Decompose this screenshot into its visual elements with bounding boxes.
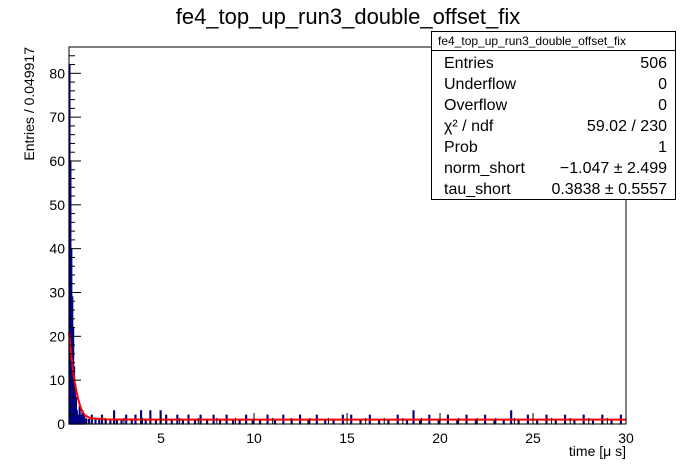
x-tick-label: 15 — [339, 430, 355, 446]
stats-row: Entries 506 — [444, 53, 667, 74]
chart-title: fe4_top_up_run3_double_offset_fix — [176, 4, 521, 29]
histogram-bin — [83, 414, 86, 425]
x-axis-label: time [μ s] — [569, 443, 626, 459]
x-tick-label: 10 — [246, 430, 262, 446]
x-tick-label: 25 — [525, 430, 541, 446]
histogram-bin — [87, 419, 91, 425]
stats-row-label: χ² / ndf — [444, 118, 494, 135]
histogram-bin — [94, 419, 97, 425]
histogram-bin — [98, 419, 101, 425]
stats-row-value: 59.02 / 230 — [586, 118, 667, 135]
histogram-bin — [412, 410, 415, 425]
y-tick-label: 70 — [49, 109, 65, 125]
stats-row-label: Overflow — [444, 97, 508, 114]
y-axis-label: Entries / 0.049917 — [21, 47, 37, 161]
x-axis-ticks: 5 10 15 20 25 30 — [86, 413, 634, 446]
histogram-bin — [149, 410, 152, 425]
stats-row-value: 0 — [658, 97, 667, 114]
stats-row: norm_short −1.047 ± 2.499 — [444, 158, 667, 179]
stats-row-label: norm_short — [444, 160, 525, 177]
stats-box-title: fe4_top_up_run3_double_offset_fix — [432, 32, 675, 51]
fit-curve — [68, 331, 626, 421]
y-tick-label: 0 — [57, 416, 65, 432]
stats-row: tau_short 0.3838 ± 0.5557 — [444, 179, 667, 200]
stats-row-label: Entries — [444, 55, 494, 72]
stats-row-value: 1 — [658, 139, 667, 156]
stats-row: Underflow 0 — [444, 74, 667, 95]
stats-row: Overflow 0 — [444, 95, 667, 116]
stats-row-value: −1.047 ± 2.499 — [559, 160, 667, 177]
stats-row: χ² / ndf 59.02 / 230 — [444, 116, 667, 137]
y-tick-label: 30 — [49, 284, 65, 300]
stats-row-label: tau_short — [444, 181, 511, 198]
histogram-bin — [510, 410, 513, 425]
stats-row: Prob 1 — [444, 137, 667, 158]
y-tick-label: 60 — [49, 153, 65, 169]
stats-box: fe4_top_up_run3_double_offset_fix Entrie… — [431, 31, 676, 200]
y-tick-label: 20 — [49, 328, 65, 344]
y-tick-label: 40 — [49, 241, 65, 257]
stats-row-value: 506 — [640, 55, 667, 72]
stats-row-value: 0 — [658, 76, 667, 93]
x-tick-label: 30 — [618, 430, 634, 446]
y-tick-label: 50 — [49, 197, 65, 213]
y-tick-label: 10 — [49, 372, 65, 388]
x-tick-label: 5 — [157, 430, 165, 446]
histogram-bin — [113, 410, 116, 425]
y-axis-ticks: 0 10 20 30 40 50 60 70 80 — [49, 55, 81, 432]
histogram-bin — [90, 414, 93, 425]
y-tick-label: 80 — [49, 65, 65, 81]
histogram-bin — [140, 410, 143, 425]
stats-row-value: 0.3838 ± 0.5557 — [551, 181, 667, 198]
stats-row-label: Underflow — [444, 76, 517, 93]
stats-row-label: Prob — [444, 139, 478, 156]
x-tick-label: 20 — [432, 430, 448, 446]
